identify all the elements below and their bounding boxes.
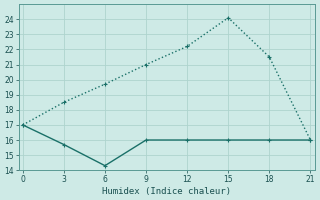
X-axis label: Humidex (Indice chaleur): Humidex (Indice chaleur) [102, 187, 231, 196]
